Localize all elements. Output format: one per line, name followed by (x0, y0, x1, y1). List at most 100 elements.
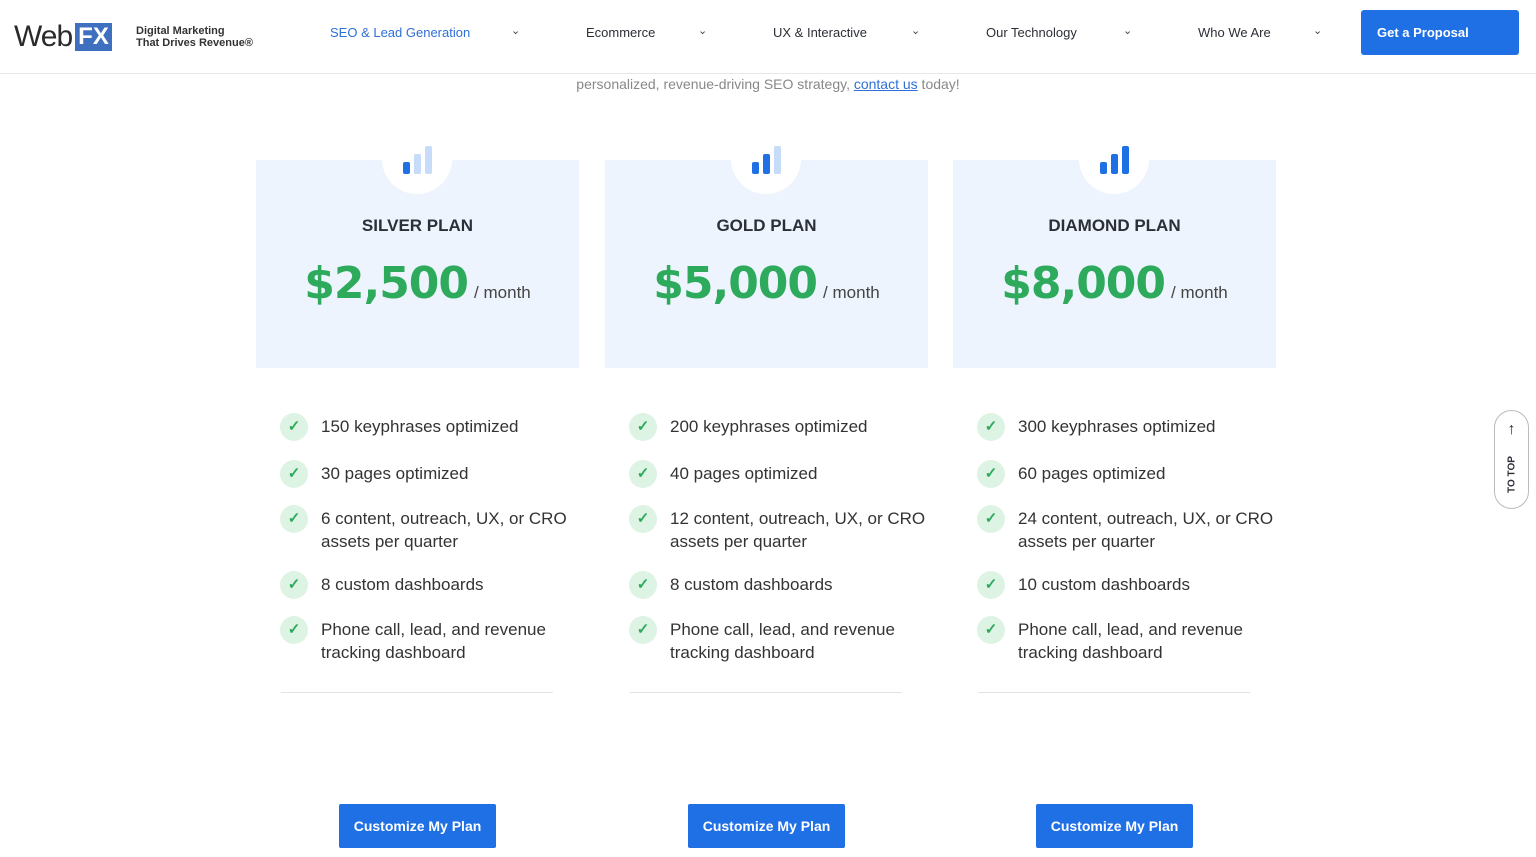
nav-our-technology[interactable]: Our Technology (986, 25, 1077, 40)
plan-price: $8,000 / month (953, 258, 1276, 309)
check-icon: ✓ (629, 460, 657, 488)
signal-bars-icon (1079, 124, 1149, 194)
feature-text: 10 custom dashboards (1018, 575, 1190, 594)
plan-card: DIAMOND PLAN $8,000 / month ✓ 300 keyphras… (953, 124, 1276, 848)
nav-ecommerce[interactable]: Ecommerce (586, 25, 656, 40)
price-period: / month (1171, 283, 1228, 302)
price-amount: $2,500 (304, 258, 469, 309)
webfx-logo[interactable]: Web FX (14, 20, 112, 54)
feature-item: ✓ Phone call, lead, and revenue tracking … (629, 616, 929, 664)
price-period: / month (823, 283, 880, 302)
plan-header (605, 160, 928, 368)
to-top-button[interactable]: ↑ TO TOP (1494, 410, 1529, 509)
check-icon: ✓ (629, 413, 657, 441)
feature-item: ✓ 300 keyphrases optimized (977, 413, 1277, 441)
feature-text: 24 content, outreach, UX, or CRO assets … (1018, 509, 1274, 551)
tagline-line-2: That Drives Revenue® (136, 37, 253, 49)
signal-bars-icon (382, 124, 452, 194)
check-icon: ✓ (629, 616, 657, 644)
get-proposal-button[interactable]: Get a Proposal (1361, 10, 1519, 55)
site-header: Web FX Digital Marketing That Drives Rev… (0, 0, 1536, 74)
signal-bar (773, 146, 781, 174)
tagline: Digital Marketing That Drives Revenue® (136, 25, 253, 49)
feature-text: 30 pages optimized (321, 464, 469, 483)
feature-text: 12 content, outreach, UX, or CRO assets … (670, 509, 926, 551)
signal-bar (1099, 162, 1107, 174)
plan-card: SILVER PLAN $2,500 / month ✓ 150 keyphrase… (256, 124, 579, 848)
nav-who-we-are[interactable]: Who We Are (1198, 25, 1271, 40)
divider (281, 692, 553, 693)
plan-header (953, 160, 1276, 368)
feature-text: 60 pages optimized (1018, 464, 1166, 483)
feature-text: 8 custom dashboards (670, 575, 833, 594)
feature-item: ✓ 8 custom dashboards (280, 571, 580, 599)
check-icon: ✓ (280, 505, 308, 533)
logo-mark: FX (75, 23, 112, 51)
feature-text: Phone call, lead, and revenue tracking d… (1018, 620, 1243, 662)
plan-card: GOLD PLAN $5,000 / month ✓ 200 keyphrases … (605, 124, 928, 848)
feature-item: ✓ 30 pages optimized (280, 460, 580, 488)
price-period: / month (474, 283, 531, 302)
arrow-up-icon: ↑ (1507, 421, 1516, 438)
feature-item: ✓ 24 content, outreach, UX, or CRO assets… (977, 505, 1277, 553)
customize-plan-button[interactable]: Customize My Plan (339, 804, 496, 848)
check-icon: ✓ (977, 460, 1005, 488)
nav-ux-interactive[interactable]: UX & Interactive (773, 25, 867, 40)
signal-bars-icon (731, 124, 801, 194)
customize-plan-button[interactable]: Customize My Plan (688, 804, 845, 848)
tagline-line-1: Digital Marketing (136, 25, 225, 37)
feature-text: 6 content, outreach, UX, or CRO assets p… (321, 509, 567, 551)
signal-bar (751, 162, 759, 174)
feature-text: 300 keyphrases optimized (1018, 417, 1216, 436)
to-top-label: TO TOP (1506, 456, 1518, 493)
feature-text: 200 keyphrases optimized (670, 417, 868, 436)
price-amount: $8,000 (1001, 258, 1166, 309)
check-icon: ✓ (977, 505, 1005, 533)
signal-bar (413, 154, 421, 174)
plan-price: $2,500 / month (256, 258, 579, 309)
feature-item: ✓ 40 pages optimized (629, 460, 929, 488)
chevron-down-icon[interactable]: ⌄ (1123, 25, 1133, 37)
feature-item: ✓ 60 pages optimized (977, 460, 1277, 488)
signal-bar (424, 146, 432, 174)
chevron-down-icon[interactable]: ⌄ (511, 25, 521, 37)
signal-bar (1110, 154, 1118, 174)
plan-title: DIAMOND PLAN (1048, 216, 1181, 235)
logo-text: Web (14, 20, 73, 53)
feature-item: ✓ 12 content, outreach, UX, or CRO assets… (629, 505, 929, 553)
customize-plan-button[interactable]: Customize My Plan (1036, 804, 1193, 848)
check-icon: ✓ (280, 413, 308, 441)
check-icon: ✓ (629, 571, 657, 599)
feature-text: 8 custom dashboards (321, 575, 484, 594)
check-icon: ✓ (280, 460, 308, 488)
feature-item: ✓ 8 custom dashboards (629, 571, 929, 599)
check-icon: ✓ (629, 505, 657, 533)
intro-after: today! (917, 76, 960, 92)
feature-item: ✓ 6 content, outreach, UX, or CRO assets … (280, 505, 580, 553)
check-icon: ✓ (280, 616, 308, 644)
check-icon: ✓ (977, 571, 1005, 599)
signal-bar (1121, 146, 1129, 174)
feature-text: Phone call, lead, and revenue tracking d… (321, 620, 546, 662)
plan-header (256, 160, 579, 368)
plan-price: $5,000 / month (605, 258, 928, 309)
signal-bar (762, 154, 770, 174)
chevron-down-icon[interactable]: ⌄ (1313, 25, 1323, 37)
divider (978, 692, 1250, 693)
feature-text: 40 pages optimized (670, 464, 818, 483)
chevron-down-icon[interactable]: ⌄ (911, 25, 921, 37)
feature-item: ✓ Phone call, lead, and revenue tracking … (280, 616, 580, 664)
feature-text: 150 keyphrases optimized (321, 417, 519, 436)
signal-bar (402, 162, 410, 174)
check-icon: ✓ (977, 413, 1005, 441)
feature-item: ✓ 10 custom dashboards (977, 571, 1277, 599)
contact-us-link[interactable]: contact us (853, 76, 918, 92)
intro-before: personalized, revenue-driving SEO strate… (576, 76, 854, 92)
nav-seo-lead-generation[interactable]: SEO & Lead Generation (330, 25, 471, 40)
plan-title: GOLD PLAN (716, 216, 817, 235)
price-amount: $5,000 (653, 258, 818, 309)
feature-item: ✓ 200 keyphrases optimized (629, 413, 929, 441)
intro-text: personalized, revenue-driving SEO strate… (0, 76, 1536, 92)
chevron-down-icon[interactable]: ⌄ (698, 25, 708, 37)
feature-item: ✓ 150 keyphrases optimized (280, 413, 580, 441)
